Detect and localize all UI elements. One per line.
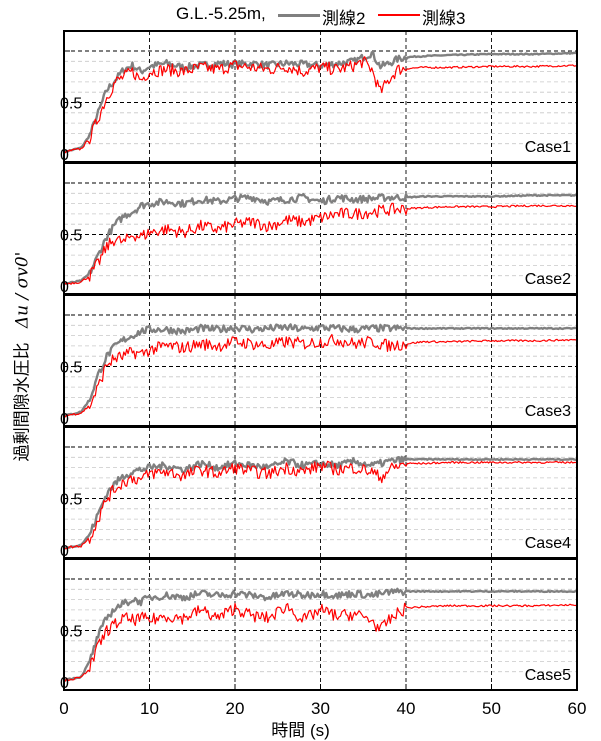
series-line-2-panel-5: [63, 587, 578, 682]
x-tick-label: 20: [226, 699, 245, 718]
series-line-3-panel-4: [63, 460, 578, 550]
legend-title: G.L.-5.25m,: [176, 4, 266, 23]
legend-swatch-series-2: [278, 14, 320, 17]
y-tick-label: 0.5: [60, 624, 82, 641]
case-label: Case1: [525, 139, 571, 156]
legend: G.L.-5.25m, 測線2 測線3: [0, 2, 601, 28]
case-label: Case4: [525, 535, 571, 552]
y-tick-label: 0.5: [60, 96, 82, 113]
x-tick-label: 50: [482, 699, 501, 718]
x-tick-label: 0: [59, 699, 68, 718]
x-tick-label: 60: [568, 699, 587, 718]
x-axis-label: 時間 (s): [271, 721, 330, 740]
legend-swatch-series-3: [378, 14, 420, 16]
series-line-3-panel-1: [63, 56, 578, 154]
series-line-2-panel-3: [63, 323, 578, 418]
series-line-3-panel-3: [63, 333, 578, 418]
case-label: Case2: [525, 271, 571, 288]
legend-label-series-3: 測線3: [422, 9, 466, 28]
case-label: Case3: [525, 403, 571, 420]
y-tick-label: 0.5: [60, 360, 82, 377]
x-tick-label: 30: [311, 699, 330, 718]
series-line-3-panel-2: [63, 202, 578, 286]
series-line-3-panel-5: [63, 602, 578, 682]
case-label: Case5: [525, 667, 571, 684]
x-tick-label: 40: [397, 699, 416, 718]
x-tick-label: 10: [140, 699, 159, 718]
y-tick-label: 0.5: [60, 492, 82, 509]
series-line-2-panel-2: [63, 193, 578, 286]
legend-label-series-2: 測線2: [322, 9, 366, 28]
y-tick-label: 0.5: [60, 228, 82, 245]
